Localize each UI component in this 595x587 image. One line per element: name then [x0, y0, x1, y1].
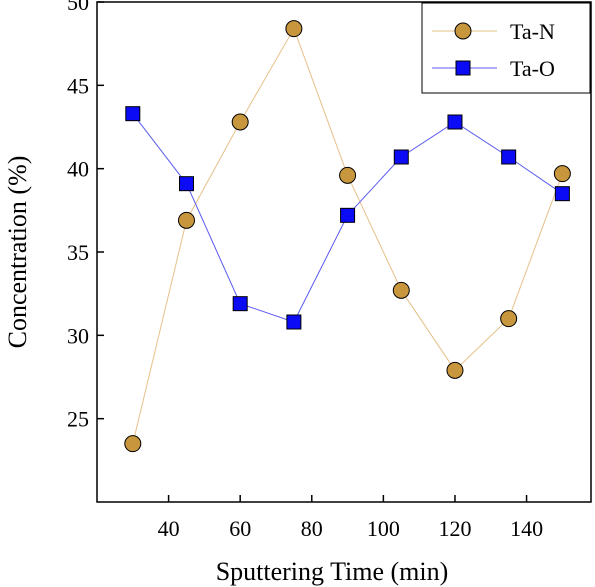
- data-point-ta-n: [285, 20, 303, 38]
- data-point-ta-o: [286, 314, 302, 330]
- data-point-ta-n: [446, 361, 464, 379]
- y-tick-label: 35: [67, 240, 89, 265]
- ticks: 40 60 80 100 120 140 25 30 35 40 45 50: [67, 0, 543, 541]
- y-tick-label: 25: [67, 407, 89, 432]
- data-point-ta-n: [553, 165, 571, 183]
- x-tick-label: 120: [438, 516, 471, 541]
- legend-marker-ta-n: [454, 22, 472, 40]
- data-point-ta-n: [124, 435, 142, 453]
- legend-box: [421, 2, 591, 94]
- data-point-ta-o: [501, 149, 517, 165]
- data-point-ta-o: [340, 207, 356, 223]
- data-point-ta-o: [554, 186, 570, 202]
- y-tick-label: 45: [67, 73, 89, 98]
- x-tick-label: 80: [301, 516, 323, 541]
- data-point-ta-o: [178, 176, 194, 192]
- data-point-ta-n: [177, 211, 195, 229]
- y-tick-label: 30: [67, 323, 89, 348]
- x-tick-label: 140: [510, 516, 543, 541]
- legend-label-ta-o: Ta-O: [510, 56, 555, 81]
- x-tick-label: 100: [367, 516, 400, 541]
- legend-label-ta-n: Ta-N: [510, 19, 555, 44]
- data-point-ta-n: [392, 281, 410, 299]
- y-axis-title: Concentration (%): [3, 156, 32, 349]
- x-tick-label: 60: [229, 516, 251, 541]
- data-point-ta-n: [231, 113, 249, 131]
- x-tick-label: 40: [158, 516, 180, 541]
- y-tick-label: 40: [67, 157, 89, 182]
- series-markers: [124, 20, 571, 453]
- data-point-ta-n: [339, 166, 357, 184]
- legend: Ta-N Ta-O: [421, 2, 591, 94]
- y-tick-label: 50: [67, 0, 89, 15]
- data-point-ta-o: [447, 114, 463, 130]
- data-point-ta-o: [393, 149, 409, 165]
- data-point-ta-n: [500, 310, 518, 328]
- x-axis-title: Sputtering Time (min): [216, 557, 449, 586]
- data-point-ta-o: [125, 106, 141, 122]
- legend-marker-ta-o: [455, 60, 471, 76]
- data-point-ta-o: [232, 296, 248, 312]
